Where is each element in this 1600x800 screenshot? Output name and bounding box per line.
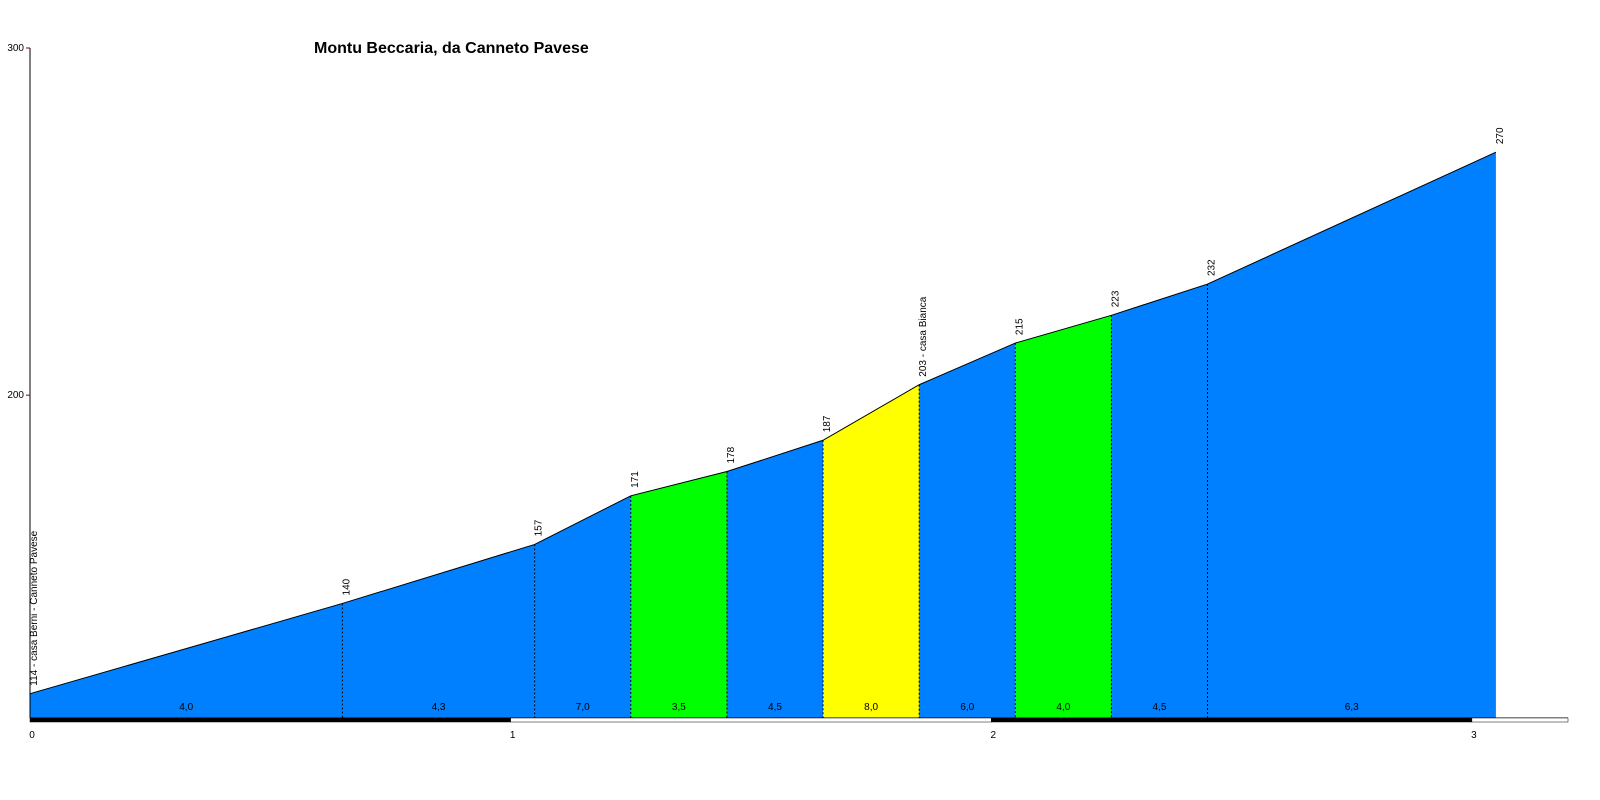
- segment: [823, 384, 920, 718]
- point-label: 232: [1207, 259, 1218, 276]
- point-label: 140: [341, 578, 352, 595]
- x-tick-label: 2: [990, 730, 996, 741]
- grade-label: 4,5: [768, 702, 782, 713]
- point-label: 223: [1110, 290, 1121, 307]
- point-label: 270: [1495, 127, 1506, 144]
- grade-label: 8,0: [864, 702, 878, 713]
- point-label: 187: [822, 415, 833, 432]
- segment: [1015, 315, 1112, 718]
- chart-title: Montu Beccaria, da Canneto Pavese: [314, 40, 589, 57]
- segment: [534, 495, 631, 718]
- grade-label: 4,0: [1056, 702, 1070, 713]
- grade-label: 4,0: [179, 702, 193, 713]
- segment: [919, 343, 1016, 718]
- point-label: 171: [630, 471, 641, 488]
- grade-label: 4,3: [432, 702, 446, 713]
- grade-label: 3,5: [672, 702, 686, 713]
- point-label: 114 - casa Berni - Canneto Pavese: [29, 530, 40, 685]
- x-tick-label: 3: [1471, 730, 1477, 741]
- y-tick-label: 300: [7, 43, 24, 54]
- point-label: 157: [534, 519, 545, 536]
- scale-bar: [1471, 717, 1569, 723]
- scale-bar: [991, 717, 1473, 723]
- segment: [726, 440, 824, 718]
- segment: [1207, 152, 1496, 718]
- grade-label: 6,0: [960, 702, 974, 713]
- grade-label: 4,5: [1153, 702, 1167, 713]
- point-label: 178: [726, 446, 737, 463]
- scale-bar: [29, 717, 511, 723]
- grade-label: 6,3: [1345, 702, 1359, 713]
- segment: [1111, 284, 1208, 718]
- scale-bar: [510, 717, 992, 723]
- y-tick-label: 200: [7, 390, 24, 401]
- segment: [30, 603, 343, 718]
- grade-label: 7,0: [576, 702, 590, 713]
- x-tick-label: 0: [29, 730, 35, 741]
- point-label: 203 - casa Bianca: [918, 296, 929, 376]
- point-label: 215: [1014, 318, 1025, 335]
- x-tick-label: 1: [510, 730, 516, 741]
- segment: [630, 471, 727, 718]
- segment: [342, 544, 535, 718]
